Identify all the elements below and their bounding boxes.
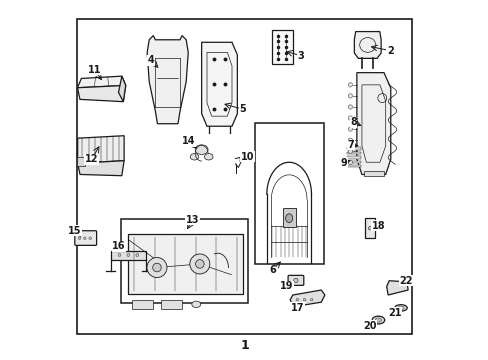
Ellipse shape — [394, 305, 407, 311]
Ellipse shape — [195, 145, 207, 154]
Circle shape — [147, 257, 166, 278]
Ellipse shape — [83, 237, 86, 239]
Polygon shape — [356, 73, 390, 175]
Polygon shape — [290, 290, 324, 307]
Ellipse shape — [136, 253, 139, 256]
Text: 17: 17 — [290, 303, 304, 313]
Ellipse shape — [127, 253, 130, 256]
Ellipse shape — [190, 154, 198, 160]
Ellipse shape — [397, 306, 404, 310]
Bar — [272, 30, 292, 64]
Ellipse shape — [78, 237, 81, 239]
Text: 8: 8 — [349, 117, 356, 127]
Text: 16: 16 — [112, 241, 125, 251]
Ellipse shape — [303, 298, 305, 301]
Bar — [363, 171, 383, 176]
Bar — [121, 219, 247, 303]
Text: 1: 1 — [240, 338, 248, 351]
Ellipse shape — [285, 214, 292, 223]
Ellipse shape — [191, 301, 201, 307]
Bar — [77, 19, 411, 334]
Text: 4: 4 — [147, 55, 154, 65]
Ellipse shape — [89, 237, 91, 239]
Text: 12: 12 — [85, 154, 98, 164]
Text: 13: 13 — [185, 215, 199, 225]
Polygon shape — [78, 136, 124, 163]
Circle shape — [347, 94, 352, 98]
Text: 2: 2 — [386, 46, 393, 56]
FancyBboxPatch shape — [75, 231, 97, 246]
Polygon shape — [147, 36, 188, 124]
Bar — [346, 165, 360, 167]
Circle shape — [347, 83, 352, 87]
Bar — [365, 218, 374, 238]
Polygon shape — [201, 42, 237, 126]
Text: 11: 11 — [88, 65, 102, 75]
Text: 15: 15 — [68, 226, 81, 236]
Circle shape — [347, 160, 352, 165]
Bar — [160, 300, 182, 309]
Polygon shape — [77, 85, 125, 102]
Ellipse shape — [296, 298, 298, 301]
Circle shape — [347, 127, 352, 131]
Ellipse shape — [204, 154, 213, 160]
Bar — [346, 152, 360, 154]
Polygon shape — [78, 161, 124, 176]
Bar — [346, 147, 360, 150]
Text: 7: 7 — [347, 140, 354, 150]
Circle shape — [189, 254, 209, 274]
Ellipse shape — [118, 253, 121, 256]
Bar — [346, 161, 360, 163]
Bar — [254, 123, 324, 264]
Circle shape — [347, 138, 352, 142]
FancyBboxPatch shape — [287, 275, 303, 285]
Ellipse shape — [310, 298, 312, 301]
Text: 21: 21 — [387, 308, 401, 318]
Text: 5: 5 — [239, 104, 245, 114]
Ellipse shape — [371, 316, 384, 324]
Text: 9: 9 — [340, 158, 346, 168]
Polygon shape — [118, 76, 125, 102]
Circle shape — [195, 260, 203, 268]
Ellipse shape — [293, 278, 298, 283]
Circle shape — [347, 149, 352, 153]
Text: 10: 10 — [240, 152, 254, 162]
Circle shape — [347, 116, 352, 120]
Text: 3: 3 — [297, 51, 304, 61]
Bar — [132, 300, 153, 309]
Text: 18: 18 — [371, 221, 385, 231]
Polygon shape — [354, 32, 380, 58]
Bar — [282, 207, 295, 227]
Text: 22: 22 — [398, 276, 412, 286]
Bar — [110, 251, 146, 260]
Text: 14: 14 — [182, 136, 196, 147]
Text: 6: 6 — [268, 265, 275, 275]
Bar — [346, 156, 360, 158]
Text: 20: 20 — [363, 321, 376, 331]
Circle shape — [152, 263, 161, 272]
Text: 19: 19 — [279, 282, 293, 292]
Circle shape — [347, 105, 352, 109]
Polygon shape — [77, 76, 125, 88]
Polygon shape — [386, 281, 407, 295]
Ellipse shape — [367, 226, 371, 230]
Bar — [128, 234, 242, 294]
Ellipse shape — [374, 318, 381, 322]
Bar — [77, 157, 84, 166]
